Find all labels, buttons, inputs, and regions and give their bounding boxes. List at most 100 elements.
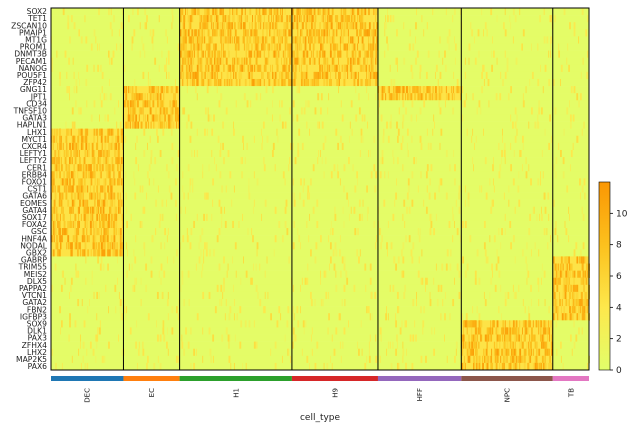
heatmap-cell xyxy=(60,320,63,328)
heatmap-cell xyxy=(120,22,123,30)
heatmap-cell xyxy=(358,15,360,23)
heatmap-cell xyxy=(215,78,217,87)
heatmap-cell xyxy=(108,57,110,66)
heatmap-cell xyxy=(390,78,392,87)
heatmap-cell xyxy=(279,78,281,87)
heatmap-cell xyxy=(325,22,328,30)
heatmap-cell xyxy=(191,57,193,66)
heatmap-cell xyxy=(271,36,273,44)
heatmap-cell xyxy=(246,15,248,23)
heatmap-cell xyxy=(290,43,292,51)
heatmap-cell xyxy=(496,320,499,328)
heatmap-cell xyxy=(256,242,259,250)
heatmap-block xyxy=(179,320,293,328)
heatmap-cell xyxy=(105,228,108,236)
heatmap-cell xyxy=(309,29,311,37)
heatmap-cell xyxy=(561,270,564,279)
heatmap-cell xyxy=(139,50,141,58)
heatmap-cell xyxy=(344,29,346,37)
heatmap-cell xyxy=(147,355,149,364)
heatmap-cell xyxy=(255,93,258,101)
heatmap-cell xyxy=(142,71,145,80)
heatmap-cell xyxy=(448,220,451,229)
heatmap-cell xyxy=(427,50,430,58)
heatmap-cell xyxy=(255,29,258,37)
heatmap-cell xyxy=(322,36,324,44)
heatmap-cell xyxy=(437,284,440,293)
heatmap-cell xyxy=(386,36,388,44)
heatmap-cell xyxy=(302,22,304,30)
heatmap-block xyxy=(461,256,554,264)
heatmap-cell xyxy=(53,213,55,222)
heatmap-cell xyxy=(200,22,202,30)
heatmap-cell xyxy=(63,220,66,229)
heatmap-cell xyxy=(402,213,404,222)
heatmap-cell xyxy=(101,164,103,172)
heatmap-cell xyxy=(498,171,500,179)
heatmap-cell xyxy=(425,277,428,286)
heatmap-cell xyxy=(171,306,174,314)
heatmap-cell xyxy=(168,114,171,122)
heatmap-cell xyxy=(361,64,363,73)
heatmap-cell xyxy=(463,334,465,342)
heatmap-cell xyxy=(66,171,69,179)
gene-label: LEFTY2 xyxy=(20,156,48,165)
heatmap-cell xyxy=(252,263,254,271)
heatmap-cell xyxy=(332,249,335,257)
heatmap-cell xyxy=(539,213,541,222)
heatmap-cell xyxy=(346,64,349,73)
heatmap-cell xyxy=(486,362,489,371)
heatmap-cell xyxy=(304,8,306,16)
heatmap-cell xyxy=(495,362,498,371)
heatmap-cell xyxy=(165,29,167,37)
heatmap-cell xyxy=(510,114,512,122)
heatmap-cell xyxy=(301,277,303,286)
heatmap-cell xyxy=(367,57,369,66)
heatmap-cell xyxy=(293,22,296,30)
heatmap-cell xyxy=(269,78,271,87)
heatmap-cell xyxy=(91,157,94,165)
heatmap-cell xyxy=(323,362,325,371)
heatmap-cell xyxy=(585,29,588,37)
heatmap-cell xyxy=(513,348,516,357)
gene-label: HAPLN1 xyxy=(17,121,47,130)
heatmap-cell xyxy=(268,78,270,87)
heatmap-block xyxy=(51,57,124,66)
heatmap-cell xyxy=(548,327,550,335)
heatmap-cell xyxy=(154,121,156,129)
heatmap-cell xyxy=(109,171,111,179)
heatmap-cell xyxy=(573,320,575,328)
heatmap-cell xyxy=(440,284,443,293)
heatmap-cell xyxy=(464,362,466,371)
heatmap-cell xyxy=(419,71,421,80)
heatmap-cell xyxy=(454,43,457,51)
heatmap-cell xyxy=(70,284,72,293)
heatmap-cell xyxy=(78,185,80,193)
heatmap-cell xyxy=(134,121,137,129)
heatmap-cell xyxy=(447,93,450,101)
heatmap-cell xyxy=(502,78,504,87)
heatmap-cell xyxy=(331,228,334,236)
heatmap-cell xyxy=(79,199,81,208)
heatmap-cell xyxy=(502,22,505,30)
heatmap-cell xyxy=(264,64,267,73)
heatmap-cell xyxy=(312,206,315,215)
heatmap-cell xyxy=(476,334,478,342)
heatmap-cell xyxy=(103,228,105,236)
heatmap-cell xyxy=(579,299,581,307)
heatmap-cell xyxy=(292,334,295,342)
heatmap-cell xyxy=(425,71,428,80)
heatmap-block xyxy=(552,171,590,179)
heatmap-cell xyxy=(578,100,580,108)
gene-label: LHX1 xyxy=(27,128,47,137)
heatmap-cell xyxy=(127,100,129,108)
heatmap-cell xyxy=(61,228,64,236)
gene-label: VTCN1 xyxy=(22,291,47,300)
heatmap-cell xyxy=(80,185,83,193)
heatmap-cell xyxy=(57,242,59,250)
heatmap-cell xyxy=(175,213,177,222)
heatmap-cell xyxy=(90,249,92,257)
heatmap-cell xyxy=(263,78,265,87)
heatmap-cell xyxy=(299,36,301,44)
heatmap-block xyxy=(461,263,554,271)
